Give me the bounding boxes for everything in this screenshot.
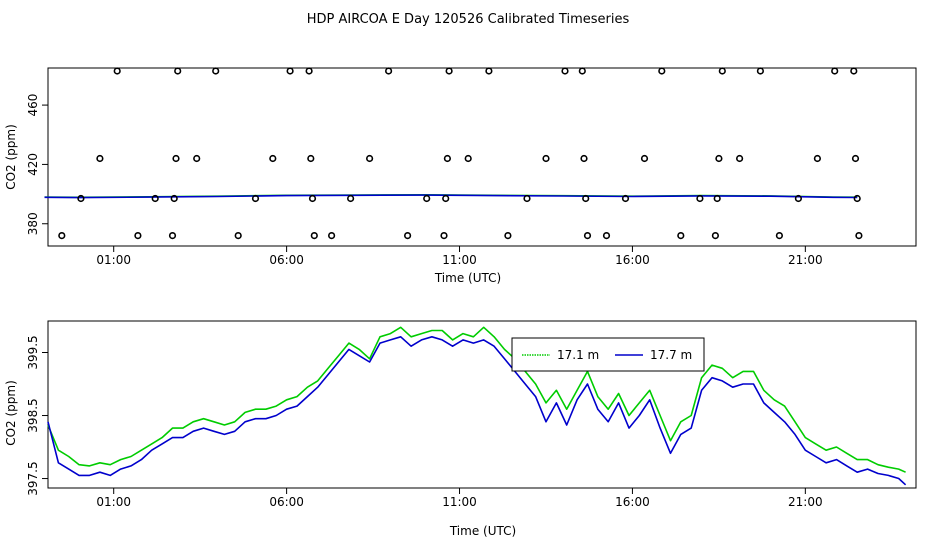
legend-box [511,337,705,372]
series-line-0-1 [44,194,858,199]
data-point [310,232,318,240]
data-point [602,232,611,240]
data-point [658,67,666,75]
data-point [134,232,142,240]
x-tick-label: 16:00 [615,495,650,509]
data-point [193,154,201,163]
data-point [640,154,649,163]
data-point [308,194,317,203]
data-point [172,154,180,163]
data-point [404,232,412,240]
figure-title: HDP AIRCOA E Day 120526 Calibrated Times… [307,12,630,27]
data-point [621,194,630,203]
x-tick-label: 06:00 [269,495,304,509]
legend: 17.1 m 17.7 m [511,337,705,372]
data-point [234,232,242,240]
data-point [561,67,569,75]
data-point [328,232,336,240]
data-point [212,67,220,75]
data-point [580,154,588,163]
data-point [96,154,104,163]
data-point [269,154,277,163]
data-point [366,154,374,163]
data-point [851,154,860,163]
data-point [174,67,182,75]
bottom-y-axis-label: CO2 (ppm) [4,380,18,446]
data-point [445,67,453,75]
series-line-1-0 [47,326,906,473]
top-y-axis-label: CO2 (ppm) [4,124,18,190]
data-point [850,67,858,75]
top-panel: 01:00 06:00 11:00 16:00 21:00 380 420 460 Time … [4,67,917,285]
y-tick-label: 399.5 [26,335,40,369]
x-tick-label: 06:00 [269,253,304,267]
top-x-axis-label: Time (UTC) [434,271,501,285]
bottom-panel: 01:00 06:00 11:00 16:00 21:00 397.5 398.5 399.5… [4,320,917,538]
x-tick-label: 21:00 [788,495,823,509]
x-tick-label: 11:00 [442,253,477,267]
data-point [756,67,765,75]
data-point [582,194,590,203]
data-point [578,67,586,75]
data-point [813,154,822,163]
bottom-x-axis-label: Time (UTC) [449,524,516,538]
x-tick-label: 01:00 [96,253,131,267]
data-point [443,154,452,163]
data-point [715,154,723,163]
data-point [542,154,550,163]
data-point [151,194,159,203]
y-tick-label: 420 [26,153,40,176]
y-tick-label: 380 [26,212,40,235]
x-tick-label: 16:00 [615,253,650,267]
data-point [677,232,685,240]
data-point [696,194,704,203]
data-point [464,154,472,163]
data-point [831,67,839,75]
data-point [775,232,784,240]
data-point [583,232,592,240]
data-point [853,194,861,203]
legend-label-17-7m: 17.7 m [650,348,692,362]
data-point [442,194,450,203]
data-point [168,232,177,240]
bottom-plot-marks [47,326,907,486]
data-point [423,194,431,203]
data-point [485,67,493,75]
x-tick-label: 21:00 [788,253,823,267]
y-tick-label: 460 [26,94,40,117]
data-point [504,232,512,240]
y-tick-label: 397.5 [26,461,40,495]
data-point [113,67,121,75]
data-point [385,67,393,75]
top-plot-frame [47,67,917,247]
legend-label-17-1m: 17.1 m [557,348,599,362]
top-plot-marks [44,67,863,240]
data-point [77,194,85,203]
y-tick-label: 398.5 [26,398,40,432]
bottom-plot-axes: 01:00 06:00 11:00 16:00 21:00 397.5 398.5 399.5 [26,335,823,509]
bottom-plot-frame [47,320,917,489]
data-point [251,194,260,203]
x-tick-label: 01:00 [96,495,131,509]
data-point [794,194,803,203]
series-line-1-1 [47,335,907,486]
data-point [440,232,448,240]
data-point [855,232,863,240]
data-point [58,232,66,240]
data-point [286,67,294,75]
data-point [170,194,178,203]
data-point [347,194,355,203]
data-point [307,154,315,163]
data-point [305,67,313,75]
data-point [735,154,744,163]
data-point [711,232,720,240]
data-point [523,194,531,203]
x-tick-label: 11:00 [442,495,477,509]
data-point [718,67,726,75]
top-plot-axes: 01:00 06:00 11:00 16:00 21:00 380 420 460 [26,94,823,267]
data-point [713,194,721,203]
